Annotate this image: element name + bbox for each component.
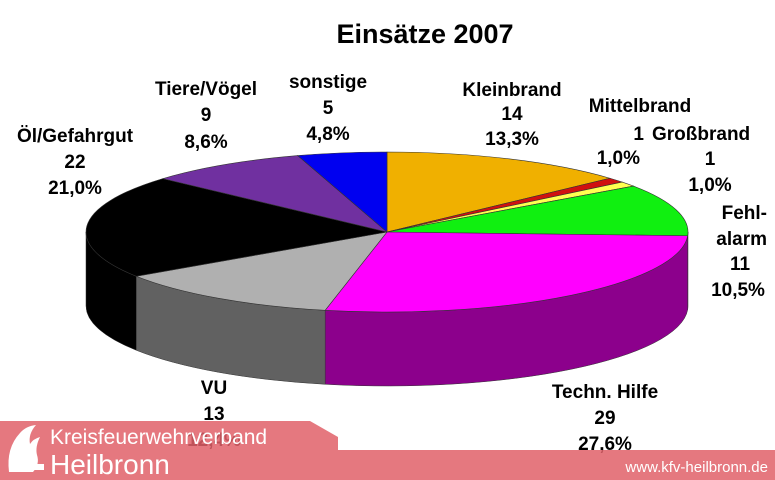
label-mittelbrand-name: Mittelbrand <box>589 96 691 117</box>
pie-slice-kleinbrand <box>386 151 612 233</box>
label-kleinbrand: Kleinbrand 14 13,3% <box>462 80 561 150</box>
chart-title: Einsätze 2007 <box>336 19 513 49</box>
label-kleinbrand-percent: 13,3% <box>485 129 539 150</box>
label-oel-gefahrgut-count: 22 <box>64 152 85 173</box>
pie-slice-techn-hilfe <box>324 231 689 313</box>
label-kleinbrand-count: 14 <box>501 104 523 125</box>
label-fehlalarm-name-1: Fehl- <box>722 203 767 224</box>
pie-sides <box>85 231 689 387</box>
label-grossbrand-name: Großbrand <box>652 124 750 145</box>
label-techn-hilfe-name: Techn. Hilfe <box>552 382 658 403</box>
label-techn-hilfe-count: 29 <box>594 408 615 429</box>
label-vu-name: VU <box>201 378 227 399</box>
label-sonstige-name: sonstige <box>289 72 367 93</box>
pie-slices <box>85 151 689 313</box>
label-techn-hilfe-percent: 27,6% <box>578 434 632 455</box>
pie-slice-fehl-alarm <box>386 185 689 237</box>
label-grossbrand-percent: 1,0% <box>688 175 731 196</box>
label-sonstige-count: 5 <box>323 98 334 119</box>
label-tiere-voegel-name: Tiere/Vögel <box>155 79 257 100</box>
label-grossbrand: Großbrand 1 1,0% <box>652 124 750 196</box>
label-mittelbrand-count: 1 <box>633 124 644 145</box>
pie-slice-tiere-v-gel <box>161 155 388 233</box>
label-fehlalarm-name-2: alarm <box>716 229 767 250</box>
label-vu-count: 13 <box>203 404 224 425</box>
label-fehlalarm-percent: 10,5% <box>711 280 765 301</box>
label-oel-gefahrgut: Öl/Gefahrgut 22 21,0% <box>17 126 134 199</box>
label-oel-gefahrgut-percent: 21,0% <box>48 178 102 199</box>
label-kleinbrand-name: Kleinbrand <box>462 80 561 101</box>
label-mittelbrand-percent: 1,0% <box>597 148 640 169</box>
pie-slice-l-gefahrgut <box>85 178 388 277</box>
label-sonstige-percent: 4,8% <box>306 124 349 145</box>
pie-slice-vu <box>135 231 388 311</box>
label-techn-hilfe: Techn. Hilfe 29 27,6% <box>552 382 658 455</box>
label-vu-percent: 12,4% <box>187 430 241 451</box>
label-tiere-voegel-percent: 8,6% <box>184 132 227 153</box>
label-fehlalarm: Fehl- alarm 11 10,5% <box>711 203 767 301</box>
label-mittelbrand: Mittelbrand 1 1,0% <box>589 96 691 169</box>
label-fehlalarm-count: 11 <box>730 254 751 275</box>
label-sonstige: sonstige 5 4,8% <box>289 72 367 145</box>
label-tiere-voegel-count: 9 <box>201 105 212 126</box>
pie-slice-sonstige <box>297 151 388 233</box>
label-oel-gefahrgut-name: Öl/Gefahrgut <box>17 126 134 147</box>
label-vu: VU 13 12,4% <box>187 378 241 451</box>
label-grossbrand-count: 1 <box>705 149 716 170</box>
label-tiere-voegel: Tiere/Vögel 9 8,6% <box>155 79 257 153</box>
